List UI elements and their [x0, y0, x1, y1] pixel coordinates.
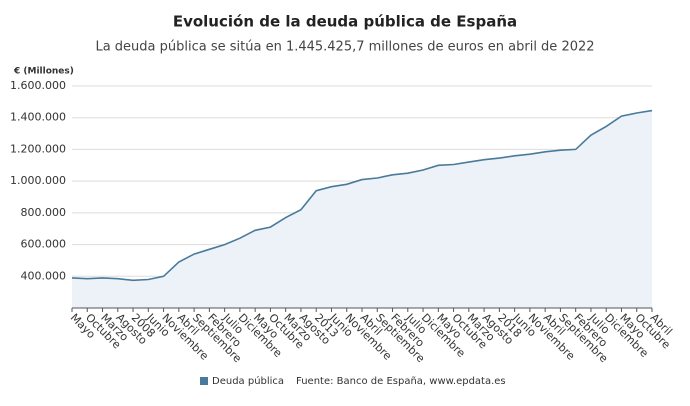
y-axis-label: € (Millones) — [13, 67, 74, 77]
legend-label: Deuda pública — [212, 375, 284, 387]
y-tick-label: 800.000 — [21, 206, 67, 219]
y-tick-label: 1.200.000 — [10, 142, 66, 155]
y-tick-label: 1.000.000 — [10, 174, 66, 187]
y-tick-label: 1.400.000 — [10, 111, 66, 124]
chart-subtitle: La deuda pública se sitúa en 1.445.425,7… — [95, 40, 594, 55]
y-tick-label: 600.000 — [21, 238, 67, 251]
line — [71, 109, 653, 282]
area — [72, 110, 652, 308]
chart-title: Evolución de la deuda pública de España — [173, 13, 517, 31]
source: Fuente: Banco de España, www.epdata.es — [296, 376, 506, 387]
legend-swatch — [200, 377, 208, 385]
y-tick-label: 1.600.000 — [10, 79, 66, 92]
y-tick-label: 400.000 — [21, 269, 67, 282]
